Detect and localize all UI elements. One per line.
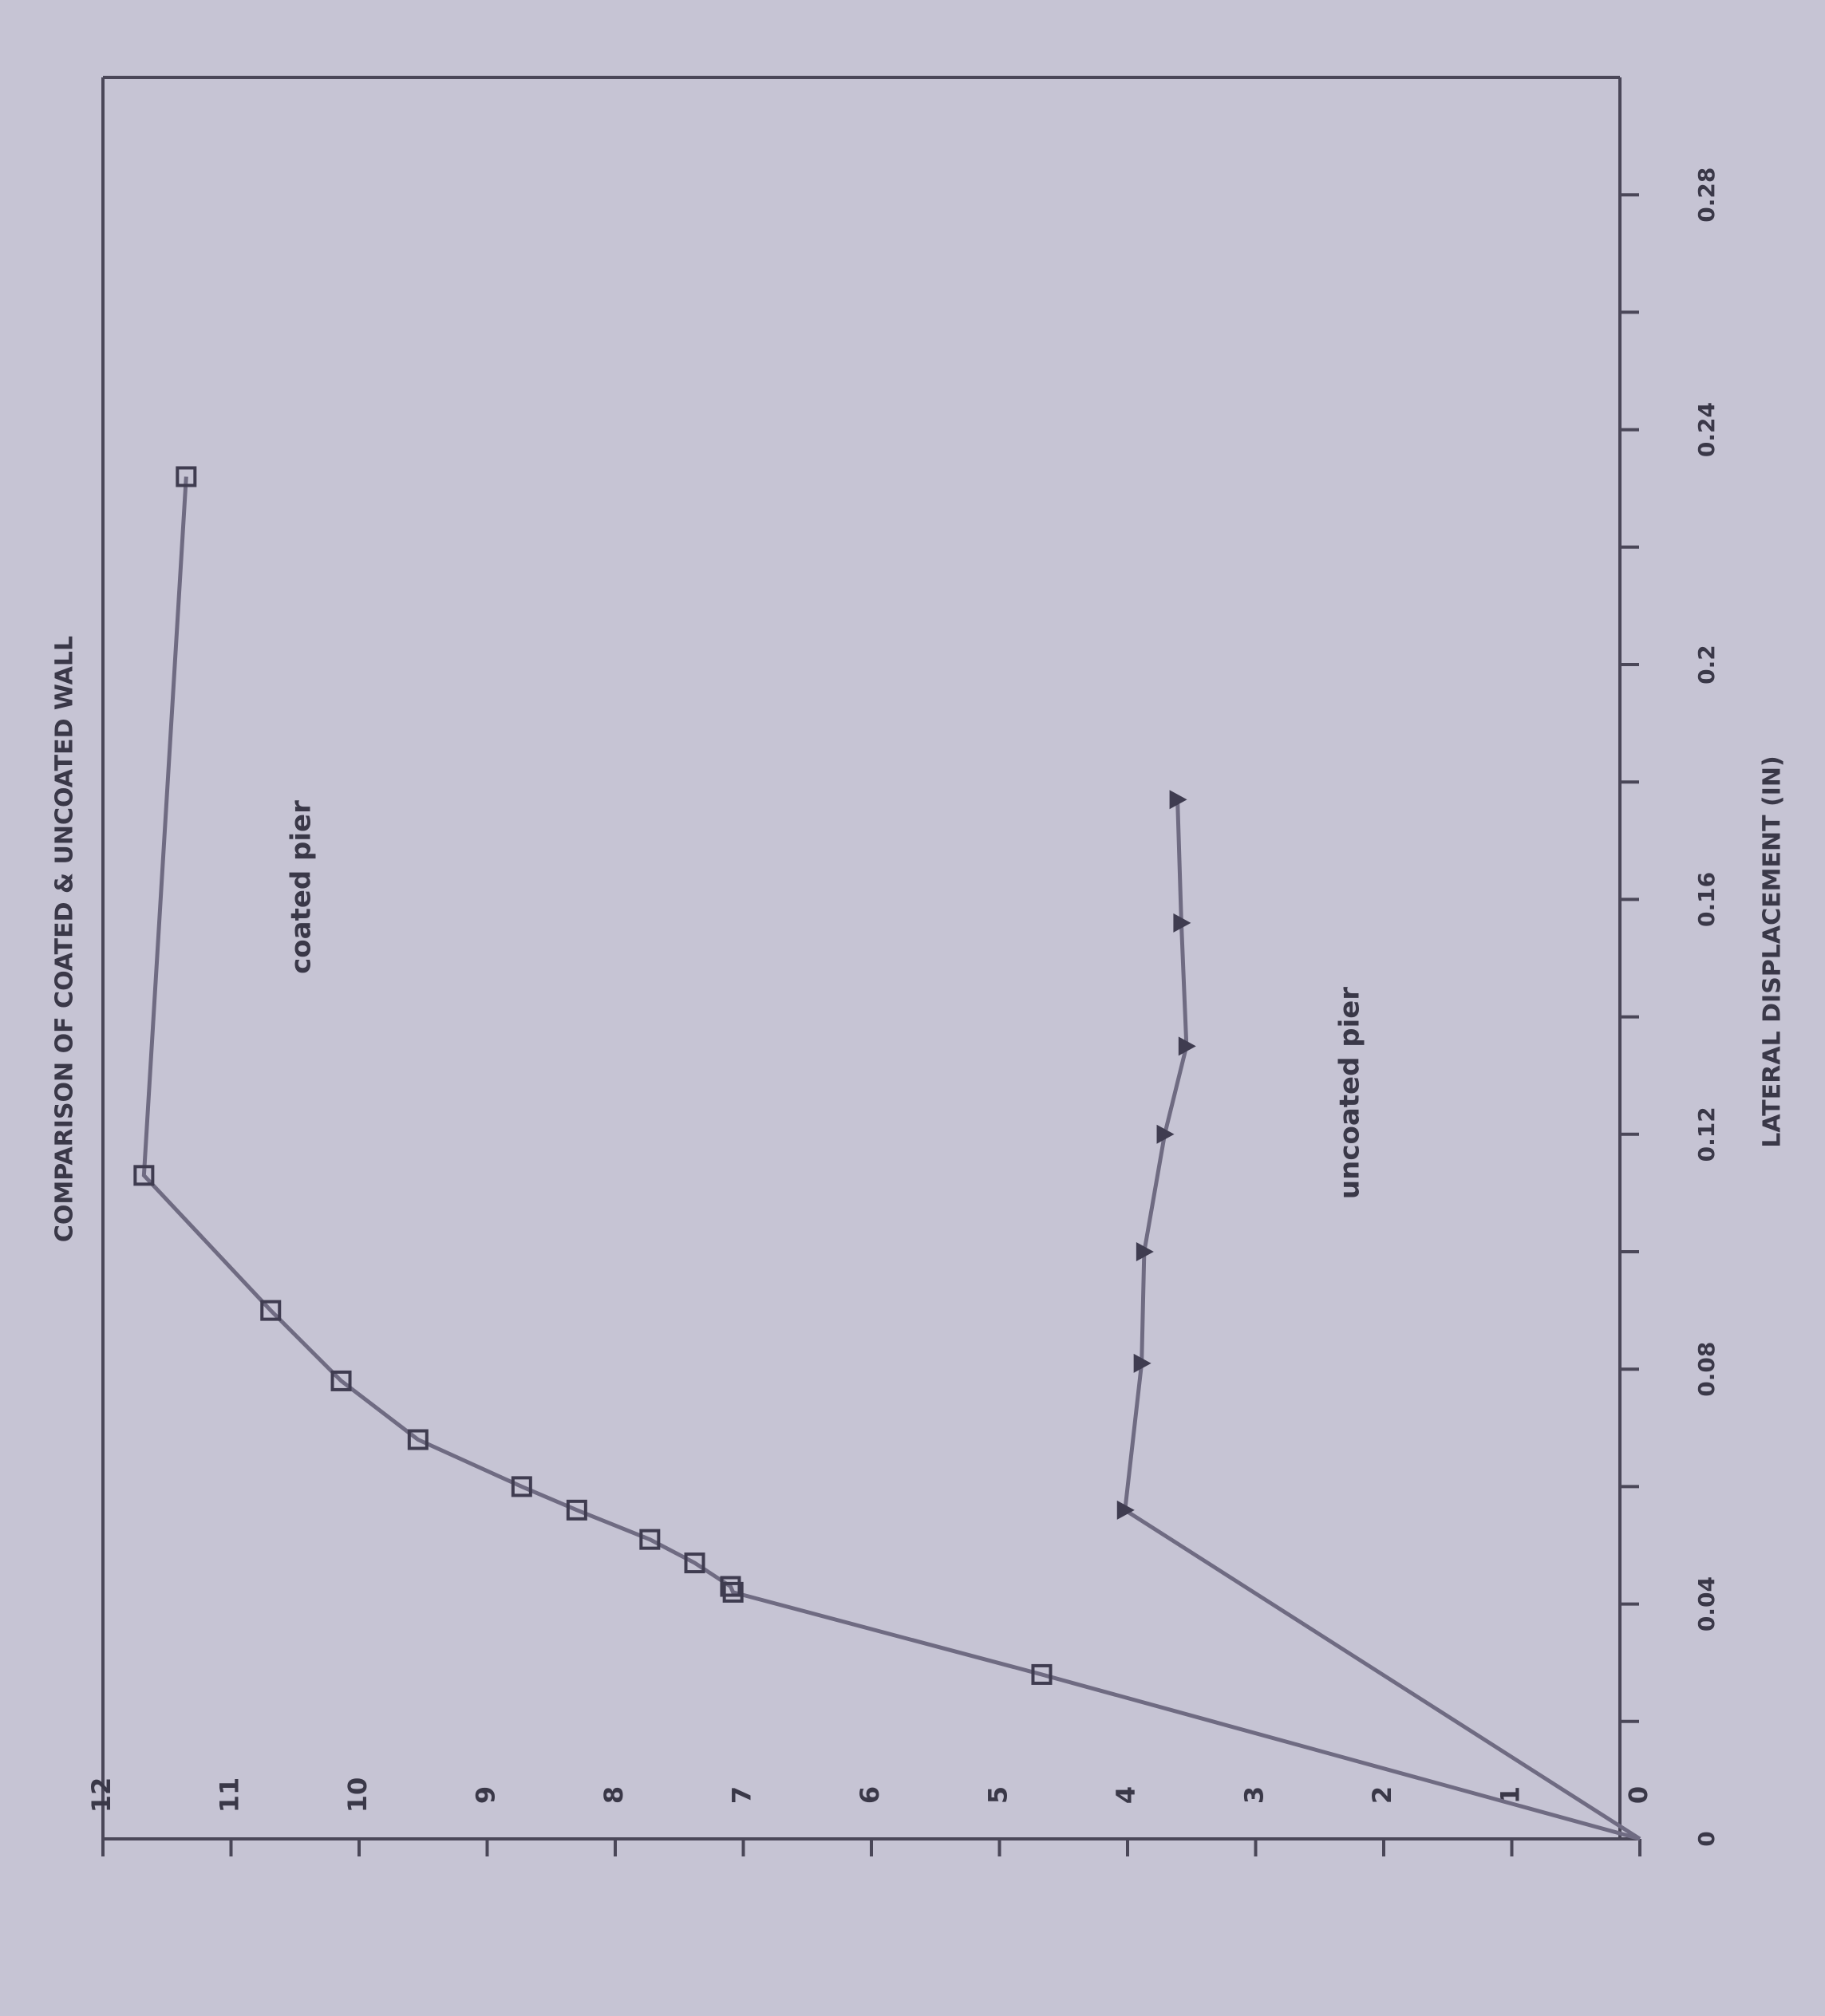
y-tick-label: 4 <box>1111 1786 1141 1804</box>
series-line <box>1125 799 1640 1839</box>
y-tick-label: 3 <box>1239 1786 1270 1804</box>
y-tick-label: 2 <box>1367 1786 1397 1804</box>
y-tick-label: 0 <box>1623 1786 1653 1804</box>
x-tick-label: 0 <box>1693 1831 1720 1846</box>
chart-title: COMPARISON OF COATED & UNCOATED WALL <box>51 636 79 1242</box>
y-tick-label: 5 <box>983 1786 1013 1804</box>
x-tick-label: 0.16 <box>1693 872 1720 927</box>
series-label: coated pier <box>286 800 318 974</box>
y-tick-label: 6 <box>855 1786 885 1804</box>
x-tick-label: 0.24 <box>1693 402 1720 457</box>
x-tick-label: 0.04 <box>1693 1576 1720 1631</box>
y-tick-label: 11 <box>215 1777 245 1813</box>
x-axis-label: LATERAL DISPLACEMENT (IN) <box>1759 756 1787 1147</box>
series-label: uncoated pier <box>1334 987 1366 1199</box>
y-tick-label: 10 <box>342 1777 373 1813</box>
y-tick-label: 9 <box>471 1786 501 1804</box>
y-tick-label: 8 <box>598 1786 629 1804</box>
x-tick-label: 0.28 <box>1693 168 1720 223</box>
x-tick-label: 0.2 <box>1693 645 1720 684</box>
x-tick-label: 0.12 <box>1693 1107 1720 1162</box>
y-tick-label: 7 <box>727 1786 757 1804</box>
chart: COMPARISON OF COATED & UNCOATED WALL LAT… <box>0 0 1825 2016</box>
x-tick-label: 0.08 <box>1693 1342 1720 1397</box>
y-tick-label: 12 <box>86 1777 117 1813</box>
series-line <box>144 476 1640 1839</box>
